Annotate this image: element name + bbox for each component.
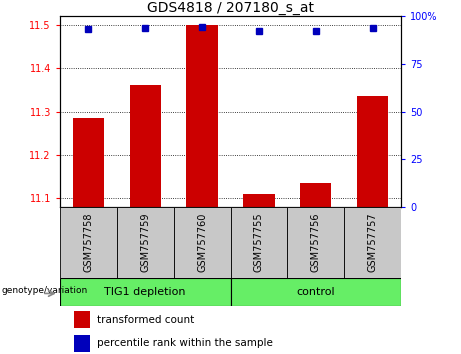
Text: transformed count: transformed count [97, 315, 194, 325]
Bar [74, 311, 90, 328]
Text: TIG1 depletion: TIG1 depletion [105, 287, 186, 297]
Bar [60, 207, 117, 278]
Bar [73, 118, 104, 207]
Bar [230, 278, 401, 306]
Bar [117, 207, 174, 278]
Bar [174, 207, 230, 278]
Bar [60, 278, 230, 306]
Text: GSM757758: GSM757758 [83, 213, 94, 272]
Bar [357, 96, 388, 207]
Bar [74, 335, 90, 352]
Bar [300, 183, 331, 207]
Bar [230, 207, 287, 278]
Text: GSM757756: GSM757756 [311, 213, 321, 272]
Text: percentile rank within the sample: percentile rank within the sample [97, 338, 273, 348]
Bar [243, 194, 275, 207]
Bar [186, 25, 218, 207]
Text: genotype/variation: genotype/variation [1, 286, 88, 295]
Bar [130, 85, 161, 207]
Text: GSM757760: GSM757760 [197, 213, 207, 272]
Text: GSM757759: GSM757759 [140, 213, 150, 272]
Bar [344, 207, 401, 278]
Text: GSM757757: GSM757757 [367, 213, 378, 272]
Text: GSM757755: GSM757755 [254, 213, 264, 272]
Text: control: control [296, 287, 335, 297]
Title: GDS4818 / 207180_s_at: GDS4818 / 207180_s_at [147, 1, 314, 15]
Bar [287, 207, 344, 278]
